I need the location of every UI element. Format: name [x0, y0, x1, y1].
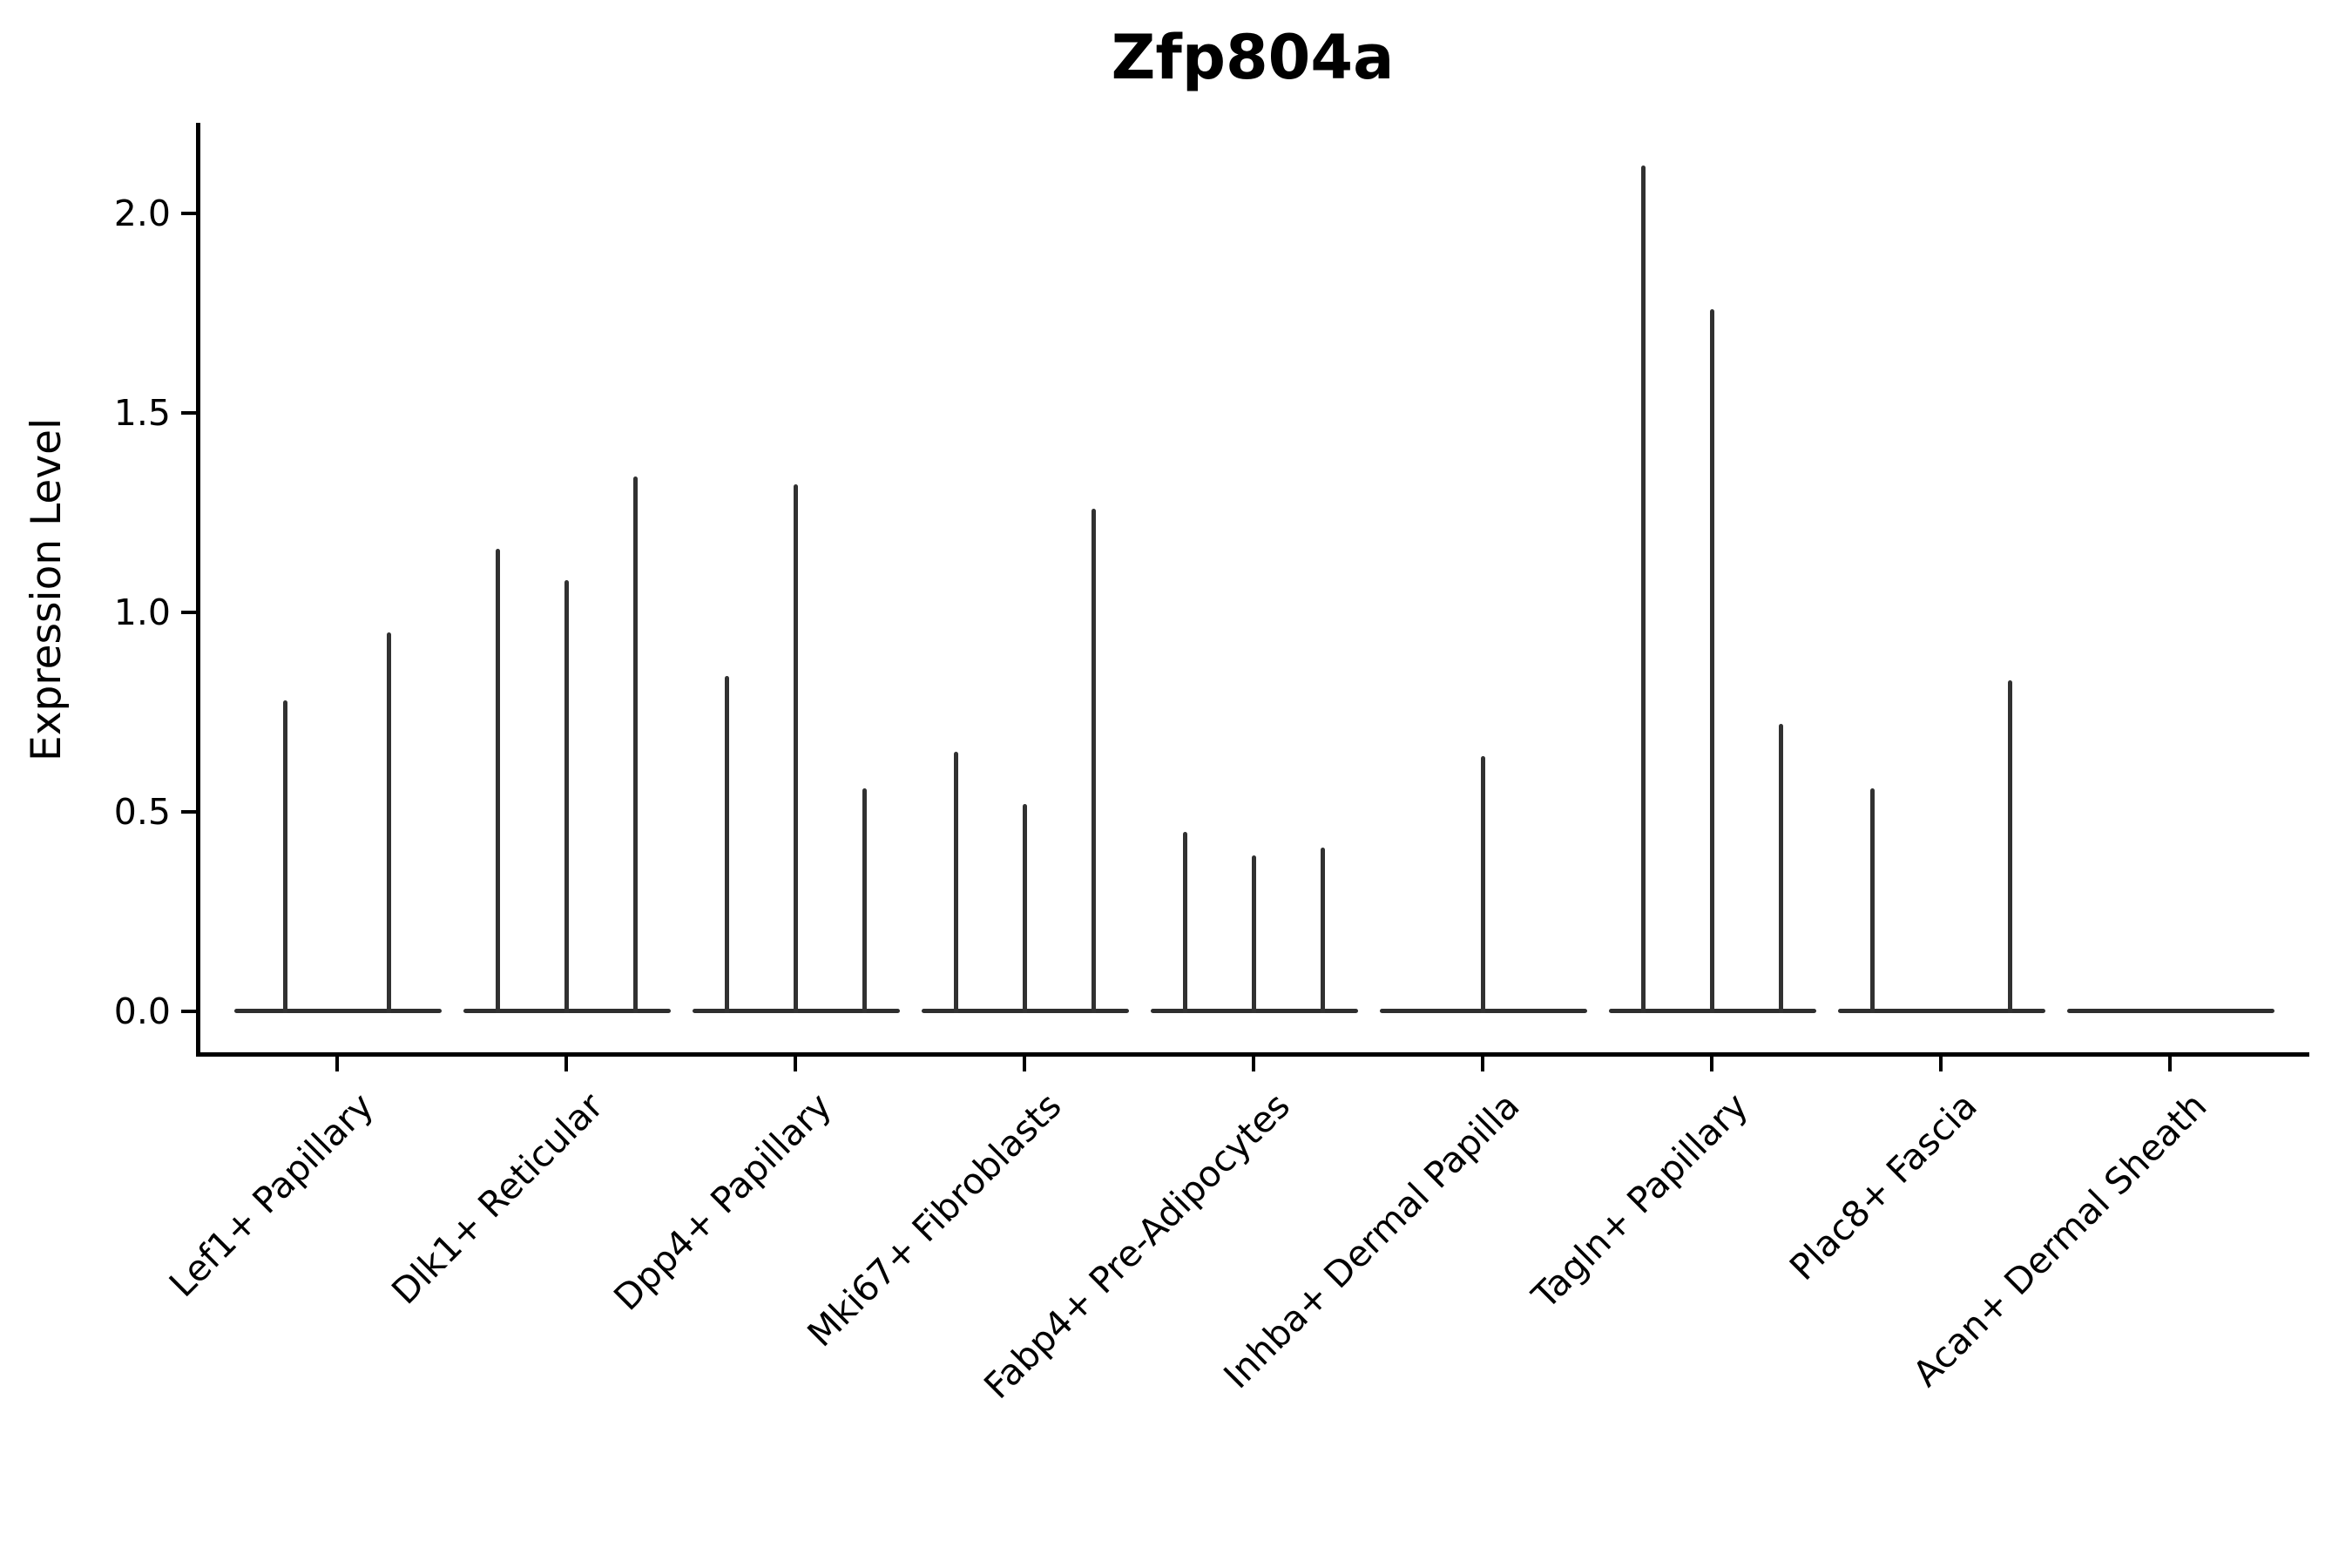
x-tick	[1939, 1057, 1943, 1071]
x-tick-label: Mki67+ Fibroblasts	[799, 1085, 1070, 1355]
x-tick	[564, 1057, 568, 1071]
violin-spike	[793, 484, 798, 1013]
violin-spike	[1709, 308, 1714, 1013]
y-tick-label: 1.0	[113, 591, 171, 633]
y-tick	[181, 411, 196, 415]
y-tick	[181, 1010, 196, 1013]
x-tick-label: Tagln+ Papillary	[1524, 1085, 1757, 1317]
violin-spike	[386, 632, 391, 1013]
violin-spike	[724, 676, 729, 1013]
violin-spike	[1182, 831, 1187, 1013]
violin-spike	[1091, 508, 1096, 1013]
y-tick-label: 0.5	[113, 791, 171, 833]
violin-baseline	[1837, 1009, 2045, 1013]
x-tick-label: Dlk1+ Reticular	[383, 1085, 612, 1313]
y-tick	[181, 212, 196, 215]
y-tick-label: 0.0	[113, 990, 171, 1032]
x-tick	[1023, 1057, 1026, 1071]
x-tick	[1252, 1057, 1255, 1071]
x-tick	[2168, 1057, 2172, 1071]
violin-spike	[495, 548, 500, 1013]
x-tick	[1710, 1057, 1713, 1071]
y-tick-label: 1.5	[113, 392, 171, 434]
violin-spike	[1869, 787, 1875, 1013]
y-tick	[181, 611, 196, 614]
violin-spike	[1251, 855, 1256, 1013]
violin-spike	[1778, 724, 1783, 1013]
violin-spike	[564, 580, 569, 1013]
violin-spike	[1320, 848, 1325, 1013]
violin-baseline	[2066, 1009, 2274, 1013]
violin-spike	[862, 787, 867, 1013]
violin-spike	[283, 700, 288, 1013]
y-tick	[181, 810, 196, 814]
violin-spike	[953, 752, 958, 1013]
violin-baseline	[233, 1009, 442, 1013]
violin-spike	[632, 476, 638, 1013]
x-tick-label: Plac8+ Fascia	[1781, 1085, 1986, 1289]
x-tick-label: Lef1+ Papillary	[161, 1085, 382, 1306]
x-tick	[794, 1057, 797, 1071]
y-axis-spine	[196, 123, 200, 1057]
x-tick-label: Dpp4+ Papillary	[605, 1085, 841, 1319]
violin-spike	[1480, 755, 1485, 1013]
x-axis-spine	[196, 1052, 2309, 1057]
violin-spike	[1022, 803, 1027, 1013]
y-tick-label: 2.0	[113, 193, 171, 234]
x-tick	[1481, 1057, 1484, 1071]
violin-spike	[1640, 166, 1646, 1013]
x-tick	[335, 1057, 339, 1071]
violin-spike	[2007, 679, 2012, 1013]
chart-title: Zfp804a	[1111, 22, 1395, 93]
